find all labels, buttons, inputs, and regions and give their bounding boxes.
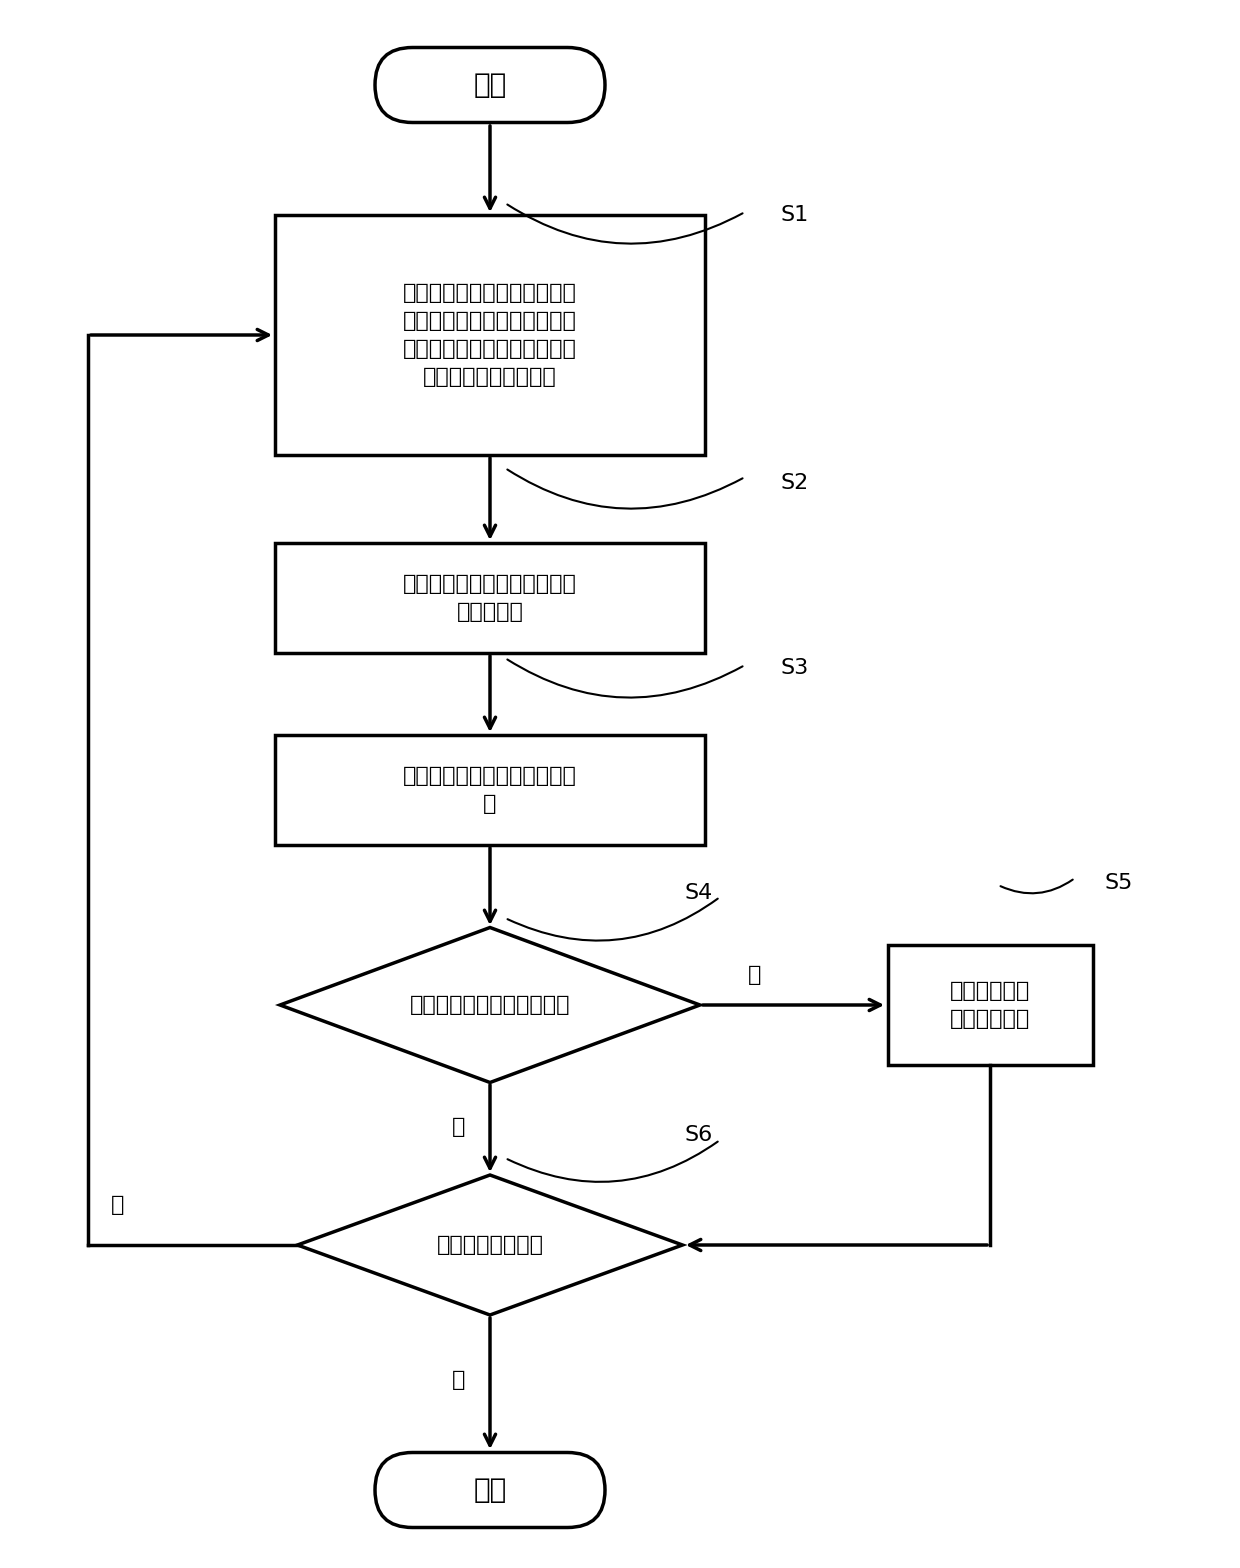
Text: 控制芯片接收位移传感器的实
时位移信号，并接收转子反馈
值，根据参考位移值与转子反
馈值输出第二控制信号: 控制芯片接收位移传感器的实 时位移信号，并接收转子反馈 值，根据参考位移值与转子… — [403, 282, 577, 387]
FancyBboxPatch shape — [888, 946, 1092, 1065]
Polygon shape — [280, 928, 701, 1082]
Text: 开始: 开始 — [474, 71, 507, 99]
Text: 接收到停止信号？: 接收到停止信号？ — [436, 1236, 543, 1254]
Text: S4: S4 — [684, 883, 713, 903]
Text: S1: S1 — [780, 205, 808, 224]
FancyBboxPatch shape — [275, 215, 706, 455]
Polygon shape — [298, 1174, 682, 1316]
Text: S5: S5 — [1105, 873, 1133, 894]
Text: S6: S6 — [684, 1124, 713, 1145]
Text: 监控主机实时显示实时位移信
号: 监控主机实时显示实时位移信 号 — [403, 767, 577, 814]
FancyBboxPatch shape — [374, 47, 605, 122]
FancyBboxPatch shape — [374, 1452, 605, 1527]
Text: 控制芯片将实时位移信号发送
至监控主机: 控制芯片将实时位移信号发送 至监控主机 — [403, 574, 577, 622]
Text: 结束: 结束 — [474, 1475, 507, 1504]
Text: 是: 是 — [451, 1370, 465, 1389]
Text: 否: 否 — [112, 1195, 125, 1215]
Text: 磁悬浮转子处于异常状态？: 磁悬浮转子处于异常状态？ — [409, 996, 570, 1014]
Text: S2: S2 — [780, 474, 808, 492]
Text: 否: 否 — [451, 1116, 465, 1137]
Text: 是: 是 — [748, 964, 761, 985]
Text: 向变频器发送
第一控制信号: 向变频器发送 第一控制信号 — [950, 982, 1030, 1029]
FancyBboxPatch shape — [275, 543, 706, 652]
FancyBboxPatch shape — [275, 735, 706, 845]
Text: S3: S3 — [780, 659, 808, 677]
